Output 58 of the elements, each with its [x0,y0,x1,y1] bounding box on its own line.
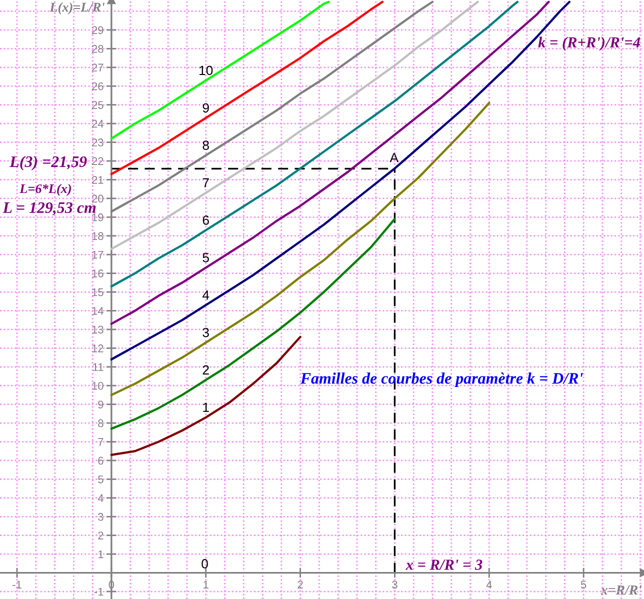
line-series [110,0,384,176]
series-label: 1 [203,402,209,412]
y-tick-label: 22 [92,157,104,166]
x-axis-title: x=R/R' [600,585,642,595]
y-tick-label: 24 [92,120,104,128]
ref-line-label: x = R/R' = 3 [406,560,482,570]
y-tick-label: 11 [93,363,104,371]
series-label: 7 [202,178,209,188]
line-series [110,0,330,140]
y-tick-label: 6 [98,456,104,465]
ref-line-label: L(3) =21,59 [10,156,87,170]
y-tick-label: 27 [92,64,104,72]
series-label: 3 [202,328,209,338]
y-tick-label: 19 [92,213,104,222]
y-tick-label: 7 [98,438,104,446]
y-tick-label: 8 [98,419,104,428]
y-tick-label: 14 [92,307,104,315]
annotation: L=6*L(x) [20,184,71,196]
series-label: 10 [200,66,213,76]
y-tick-label: 12 [92,344,104,352]
y-axis-title: L(x)=L/R' [50,2,105,14]
x-tick-label: 1 [204,580,208,588]
y-tick-label: 5 [98,476,104,484]
y-tick-label: 17 [92,250,104,259]
series-label: 4 [202,290,210,300]
y-tick-label: 23 [92,138,104,146]
y-tick-label: 20 [92,194,104,203]
annotation: Familles de courbes de paramètre k = D/R' [300,372,583,388]
y-tick-label: 10 [92,382,104,390]
line-series [110,336,302,456]
annotation: k = (R+R')/R'=4 [538,36,640,51]
y-tick-label: 29 [92,26,104,34]
y-tick-label: 4 [98,494,104,502]
series-label: 8 [202,140,209,150]
y-tick-label: 13 [92,326,104,334]
x-tick-label: 5 [580,580,586,589]
y-tick-label: 21 [92,176,104,184]
y-tick-label: 15 [92,288,104,296]
y-tick-label: 3 [98,512,104,521]
y-tick-label: -1 [94,588,104,596]
x-tick-label: 2 [298,580,303,588]
x-tick-label: 3 [392,580,398,589]
annotation: A [390,153,398,162]
series-label: 2 [202,365,209,374]
y-tick-label: 28 [92,44,104,53]
series-label: 5 [202,253,209,262]
series-label: 9 [202,103,209,113]
x-tick-label: -1 [12,580,22,588]
y-tick-label: 1 [98,550,104,558]
x-tick-label: 4 [486,580,492,588]
y-tick-label: 25 [92,101,104,109]
y-tick-label: 18 [92,232,104,240]
y-tick-label: 9 [98,400,104,408]
series-label: 6 [202,216,209,225]
y-tick-label: 26 [92,82,104,90]
annotation: 0 [202,559,208,568]
y-tick-label: 2 [98,532,104,540]
y-tick-label: 16 [92,270,104,278]
